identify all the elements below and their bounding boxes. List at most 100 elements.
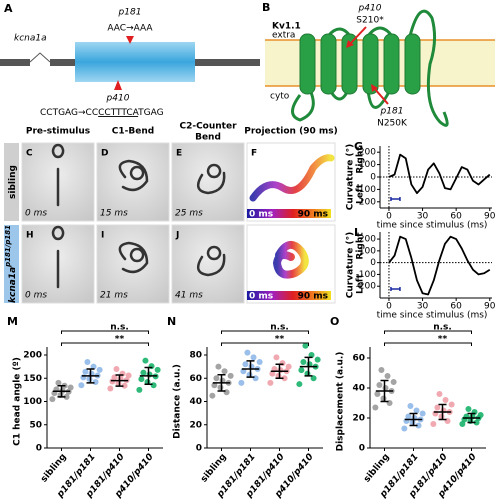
- larva: [118, 241, 149, 274]
- x-axis-label: time since stimulus (ms): [377, 311, 488, 321]
- data-point: [142, 357, 149, 364]
- seq-underlined: CCTTTCA: [98, 108, 140, 118]
- panel-letter: F: [251, 149, 257, 159]
- data-point: [273, 354, 280, 361]
- data-point: [436, 391, 443, 397]
- data-point: [221, 368, 228, 375]
- arrow-head: [371, 84, 378, 92]
- x-tick-label: 0: [386, 212, 392, 222]
- x-tick-label: sibling: [362, 452, 391, 484]
- column-header: C1-Bend: [112, 127, 154, 137]
- mutation-codon: AAC→AAA: [107, 24, 153, 34]
- data-point: [209, 392, 216, 399]
- data-point: [314, 356, 321, 363]
- y-tick-label: 20: [189, 420, 202, 430]
- data-point: [448, 401, 455, 408]
- curvature-line: [388, 235, 491, 296]
- data-point: [240, 368, 247, 375]
- mutation-change: N250K: [377, 119, 408, 129]
- data-point: [281, 375, 288, 382]
- image: [246, 142, 336, 222]
- data-point: [477, 412, 484, 418]
- y-tick-label: 50: [29, 420, 42, 430]
- colorbar-label: 90 ms: [298, 210, 328, 220]
- mean-sd: [139, 366, 158, 386]
- y-tick-label: 200: [359, 148, 376, 158]
- y-tick-label: -200: [356, 282, 377, 292]
- x-tick-label: 0: [386, 302, 392, 312]
- arrow: [114, 80, 122, 90]
- row-label: sibling: [8, 165, 18, 199]
- data-point: [136, 386, 143, 393]
- loops: [291, 9, 449, 127]
- significance-label: n.s.: [110, 323, 129, 333]
- x-tick-label: 90: [484, 212, 496, 222]
- larva: [196, 245, 226, 277]
- seq: CCTGAG→CC: [40, 108, 98, 118]
- data-point: [96, 366, 103, 373]
- data-point: [308, 352, 315, 358]
- time-label: 25 ms: [175, 209, 203, 219]
- data-point: [384, 373, 391, 379]
- helix: [404, 33, 421, 95]
- mutation-change: S210*: [356, 16, 384, 26]
- data-point: [310, 375, 317, 382]
- curvature-line: [388, 153, 491, 195]
- data-point: [256, 358, 263, 365]
- significance-label: n.s.: [433, 323, 452, 333]
- y-tick-label: 100: [359, 246, 376, 256]
- y-tick-label: 200: [23, 351, 42, 361]
- data-point: [107, 385, 114, 392]
- helix: [320, 33, 337, 95]
- exon: [195, 59, 260, 66]
- mean-sd: [299, 356, 318, 377]
- y-tick-label: -200: [356, 197, 377, 207]
- helices: [299, 33, 421, 95]
- row-label-sup: p181/p181: [4, 225, 12, 268]
- panel-letter: D: [101, 149, 108, 159]
- y-axis-label: Curvature (°): [346, 144, 356, 211]
- data-point: [376, 382, 383, 388]
- data-point: [279, 360, 286, 367]
- protein-name: Kv1.1: [272, 22, 301, 32]
- x-tick-label: 30: [417, 212, 429, 222]
- panel-letter: B: [262, 1, 270, 14]
- panel-letter: I: [101, 231, 104, 241]
- y-axis-label: C1 head angle (º): [13, 357, 23, 446]
- direction-label: Left: [356, 273, 366, 294]
- time-label: 41 ms: [175, 291, 203, 301]
- larva: [196, 163, 226, 195]
- image: [246, 224, 336, 304]
- mutation-name: p181: [380, 107, 404, 117]
- mean-sd: [433, 403, 452, 421]
- data-point: [238, 379, 245, 386]
- data-point: [372, 404, 379, 411]
- x-axis-label: time since stimulus (ms): [377, 221, 488, 231]
- y-tick-label: 40: [352, 384, 365, 394]
- panel-letter: M: [7, 315, 18, 328]
- data-point: [382, 385, 389, 391]
- y-tick-label: 60: [352, 354, 365, 364]
- projection: [249, 154, 335, 202]
- column-header: C2-Counter: [179, 122, 237, 132]
- x-tick-label: 90: [484, 302, 496, 312]
- x-tick-label: 60: [450, 212, 462, 222]
- significance-bracket: [61, 342, 149, 346]
- mean-sd: [270, 363, 289, 379]
- panel-letter: C: [26, 149, 33, 159]
- x-tick-label: sibling: [199, 452, 228, 484]
- data-point: [269, 370, 276, 377]
- x-tick-label: 30: [417, 302, 429, 312]
- arrow: [126, 36, 134, 44]
- y-tick-label: 100: [359, 160, 376, 170]
- data-point: [300, 358, 307, 365]
- data-point: [298, 367, 305, 374]
- panel-letter: E: [176, 149, 182, 159]
- data-point: [150, 382, 157, 389]
- data-point: [473, 419, 480, 426]
- y-tick-label: 20: [352, 414, 365, 424]
- mean-sd: [110, 374, 129, 387]
- data-point: [407, 403, 414, 409]
- data-point: [213, 375, 220, 382]
